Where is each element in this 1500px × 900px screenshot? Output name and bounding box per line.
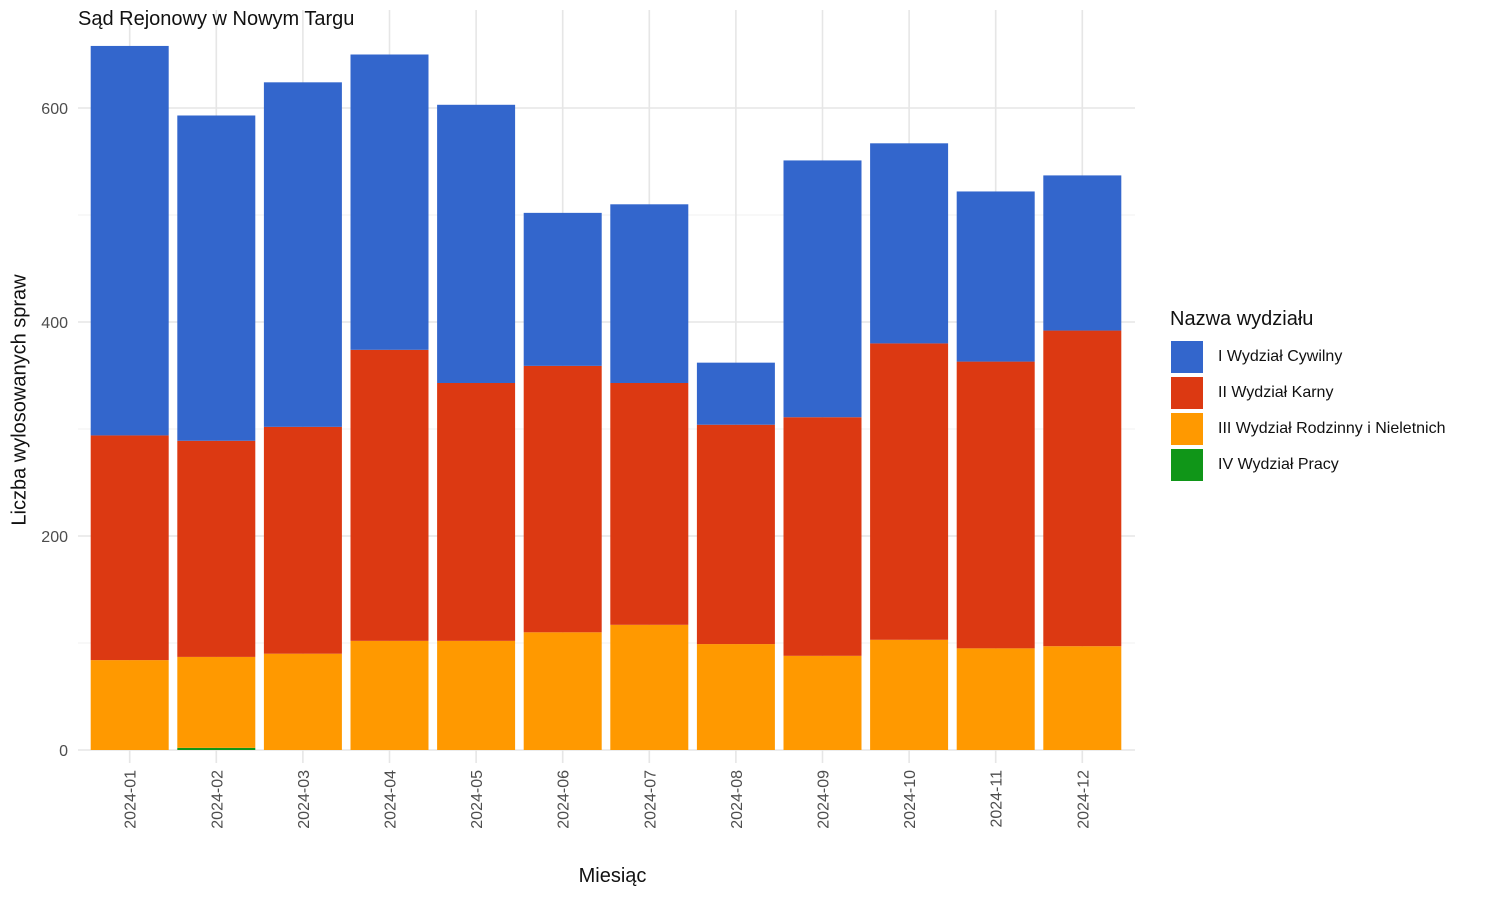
bar-segment <box>177 656 256 748</box>
x-tick-label: 2024-05 <box>469 770 486 829</box>
x-tick-label: 2024-03 <box>296 770 313 829</box>
x-tick-label: 2024-10 <box>902 770 919 829</box>
bar-segment <box>870 143 949 344</box>
bar-segment <box>90 435 169 661</box>
legend-key-swatch <box>1170 448 1204 482</box>
bar-segment <box>956 191 1035 362</box>
bar-segment <box>956 361 1035 649</box>
bar-segment <box>783 655 862 750</box>
y-tick-label: 400 <box>41 315 68 332</box>
bar-segment <box>177 747 256 750</box>
y-axis-label: Liczba wylosowanych spraw <box>8 274 31 526</box>
bar-segment <box>610 382 689 625</box>
bar-segment <box>350 640 429 750</box>
bar-segment <box>437 104 516 383</box>
x-tick-labels: 2024-01 2024-02 2024-03 2024-04 2024-05 2024-… <box>123 770 1093 829</box>
bar-segment <box>263 426 342 654</box>
legend-item: II Wydział Karny <box>1170 375 1446 411</box>
x-tick-label: 2024-01 <box>123 770 140 829</box>
bar-segment <box>177 115 256 441</box>
bar-segment <box>956 648 1035 750</box>
bar-segment <box>870 343 949 640</box>
x-tick-label: 2024-11 <box>989 770 1006 828</box>
x-tick-label: 2024-06 <box>556 770 573 829</box>
y-tick-label: 0 <box>59 743 68 760</box>
y-tick-label: 200 <box>41 529 68 546</box>
chart-title: Sąd Rejonowy w Nowym Targu <box>78 8 355 30</box>
bar-segment <box>437 640 516 750</box>
legend-key-swatch <box>1170 340 1204 374</box>
x-tick-label: 2024-09 <box>816 770 833 829</box>
bar-segment <box>523 365 602 633</box>
x-tick-label: 2024-04 <box>383 770 400 829</box>
bar-segment <box>783 160 862 418</box>
bar-segment <box>177 440 256 657</box>
bar-segment <box>696 644 775 750</box>
legend-label: IV Wydział Pracy <box>1218 456 1339 473</box>
x-tick-label: 2024-12 <box>1075 770 1092 829</box>
bar-segment <box>1043 330 1122 647</box>
bar-segment <box>350 54 429 350</box>
x-axis-label: Miesiąc <box>578 865 647 887</box>
legend-label: II Wydział Karny <box>1218 384 1334 401</box>
x-tick-label: 2024-02 <box>209 770 226 829</box>
legend-key-swatch <box>1170 376 1204 410</box>
legend-key-swatch <box>1170 412 1204 446</box>
bar-segment <box>1043 646 1122 750</box>
bar-segment <box>523 632 602 750</box>
bar-segment <box>263 82 342 427</box>
bar-segment <box>783 417 862 656</box>
bar-segment <box>610 624 689 750</box>
legend-item: III Wydział Rodzinny i Nieletnich <box>1170 411 1446 447</box>
bar-segment <box>350 349 429 641</box>
bar-segment <box>1043 175 1122 331</box>
bar-segment <box>696 424 775 645</box>
legend: Nazwa wydziału I Wydział Cywilny II Wydzi… <box>1170 308 1446 483</box>
legend-title: Nazwa wydziału <box>1170 308 1314 330</box>
legend-label: III Wydział Rodzinny i Nieletnich <box>1218 420 1446 437</box>
bar-segment <box>696 362 775 425</box>
x-tick-label: 2024-07 <box>642 770 659 829</box>
bar-segment <box>90 45 169 436</box>
bars-group <box>90 45 1122 750</box>
legend-item: IV Wydział Pracy <box>1170 447 1446 483</box>
x-tick-label: 2024-08 <box>729 770 746 829</box>
bar-segment <box>610 204 689 383</box>
legend-label: I Wydział Cywilny <box>1218 348 1343 365</box>
bar-segment <box>437 382 516 641</box>
bar-segment <box>870 639 949 750</box>
bar-segment <box>523 212 602 366</box>
legend-items: I Wydział Cywilny II Wydział Karny III Wyd… <box>1170 339 1446 483</box>
y-tick-label: 600 <box>41 101 68 118</box>
bar-segment <box>90 660 169 750</box>
bar-segment <box>263 653 342 750</box>
y-tick-labels: 0 200 400 600 <box>41 101 68 760</box>
legend-item: I Wydział Cywilny <box>1170 339 1446 375</box>
